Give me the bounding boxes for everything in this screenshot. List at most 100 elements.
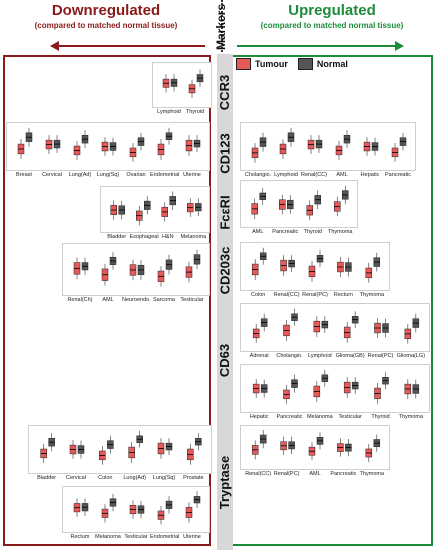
tumour-swatch <box>236 58 251 70</box>
group-label: Thyroid <box>185 109 205 115</box>
group-label: AML <box>252 229 264 235</box>
group-label: Bladder <box>37 475 57 481</box>
upregulated-title: Upregulated <box>288 2 376 19</box>
group-label: Lymphoid <box>307 353 332 359</box>
group-label: AML <box>336 172 348 178</box>
group-label: Renal(CC) <box>245 471 272 477</box>
group-label: Esophageal <box>129 234 159 240</box>
marker-cd123: CD123 <box>217 132 233 174</box>
group-label: Neuroendo. <box>122 297 151 303</box>
boxplot-panel-cd123-down <box>6 122 210 171</box>
legend: Tumour Normal <box>236 58 348 70</box>
group-label: Melanoma <box>180 234 207 240</box>
marker-fceri: FcεRI <box>217 194 233 230</box>
group-label: Thymoma <box>328 229 353 235</box>
boxplot-svg <box>251 430 381 463</box>
marker-ccr3: CCR3 <box>217 74 233 110</box>
legend-normal: Normal <box>316 59 348 69</box>
boxplot-svg <box>251 185 349 221</box>
boxplot-panel-ccr3-down <box>152 62 212 108</box>
group-label: Rectum <box>70 534 90 540</box>
downregulated-subtitle: (compared to matched normal tissue) <box>34 21 178 30</box>
marker-column <box>217 54 233 550</box>
group-label: Thyroid <box>303 229 322 235</box>
upregulated-subtitle: (compared to matched normal tissue) <box>260 21 404 30</box>
boxplot-panel-fceri-up <box>240 180 358 228</box>
group-label: Hepatic <box>360 172 380 178</box>
legend-tumour: Tumour <box>255 59 288 69</box>
group-label: Testicular <box>338 414 362 420</box>
boxplot-panel-cd63-up2 <box>240 364 430 413</box>
group-label: Lung(Ad) <box>68 172 92 178</box>
group-label: Thymoma <box>398 414 424 420</box>
boxplot-svg <box>110 191 202 226</box>
group-label: Cervical <box>42 172 62 178</box>
boxplot-panel-cd203c-down <box>62 243 210 296</box>
group-label: Lymphoid <box>157 109 181 115</box>
group-label: Colon <box>98 475 113 481</box>
group-label: Lymphoid <box>274 172 298 178</box>
group-label: Renal(Ch) <box>67 297 93 303</box>
group-label: Lung(Sq) <box>96 172 120 178</box>
group-label: Cervical <box>66 475 86 481</box>
group-label: Lung(Sq) <box>152 475 176 481</box>
group-label: Thymoma <box>359 471 385 477</box>
markers-heading: Markers <box>214 3 228 51</box>
group-label: Testicular <box>124 534 148 540</box>
boxplot-panel-tryptase-up <box>240 425 390 470</box>
group-label: Melanoma <box>95 534 121 540</box>
boxplot-panel-cd123-up <box>240 122 416 171</box>
boxplot-panel-tryptase-down2 <box>62 486 210 533</box>
group-label: Glioma(GB) <box>335 353 365 359</box>
boxplot-svg <box>252 369 420 404</box>
marker-cd203c: CD203c <box>217 246 233 294</box>
group-label: Endometrial <box>150 172 180 178</box>
group-label: Pancreatic <box>272 229 299 235</box>
group-label: Ovarian <box>126 172 146 178</box>
downregulated-title: Downregulated <box>51 2 161 19</box>
group-label: Glioma(LG) <box>396 353 426 359</box>
up-arrow-shaft <box>237 45 395 47</box>
group-label: Thyroid <box>371 414 390 420</box>
boxplot-svg <box>73 249 201 287</box>
boxplot-svg <box>73 491 201 525</box>
group-label: Rectum <box>333 292 353 298</box>
boxplot-svg <box>251 247 381 283</box>
downregulated-panel <box>3 55 211 546</box>
group-label: Bladder <box>107 234 127 240</box>
group-label: AML <box>309 471 321 477</box>
group-label: Cholangio. <box>244 172 272 178</box>
group-label: Renal(PC) <box>273 471 300 477</box>
group-label: Renal(CC) <box>301 172 327 178</box>
group-label: Adrenal <box>249 353 269 359</box>
boxplot-svg <box>162 69 204 98</box>
boxplot-panel-cd203c-up <box>240 242 390 291</box>
left-arrow-icon <box>50 41 59 51</box>
boxplot-svg <box>40 430 202 465</box>
group-label: Testicular <box>180 297 204 303</box>
group-label: Pancreatic <box>385 172 411 178</box>
group-label: Pancreatic <box>276 414 303 420</box>
group-label: Uterine <box>183 172 201 178</box>
group-label: Melanoma <box>306 414 333 420</box>
group-label: Colon <box>251 292 266 298</box>
group-label: Uterine <box>183 534 201 540</box>
down-arrow-shaft <box>55 45 205 47</box>
boxplot-panel-tryptase-down1 <box>28 425 212 474</box>
boxplot-svg <box>17 127 201 162</box>
group-label: Renal(PC) <box>302 292 328 298</box>
boxplot-svg <box>252 308 420 344</box>
group-label: Endometrial <box>150 534 180 540</box>
group-label: Cholangio. <box>276 353 303 359</box>
marker-cd63: CD63 <box>217 343 233 377</box>
normal-swatch <box>297 58 313 70</box>
group-label: AML <box>102 297 114 303</box>
group-label: Hepatic <box>249 414 269 420</box>
group-label: Pancreatic <box>330 471 357 477</box>
boxplot-panel-cd63-up1 <box>240 303 430 352</box>
group-label: Prostate <box>183 475 204 481</box>
boxplot-panel-fceri-down <box>100 186 210 233</box>
boxplot-svg <box>251 127 407 163</box>
group-label: H&N <box>161 234 174 240</box>
group-label: Renal(CC) <box>273 292 300 298</box>
